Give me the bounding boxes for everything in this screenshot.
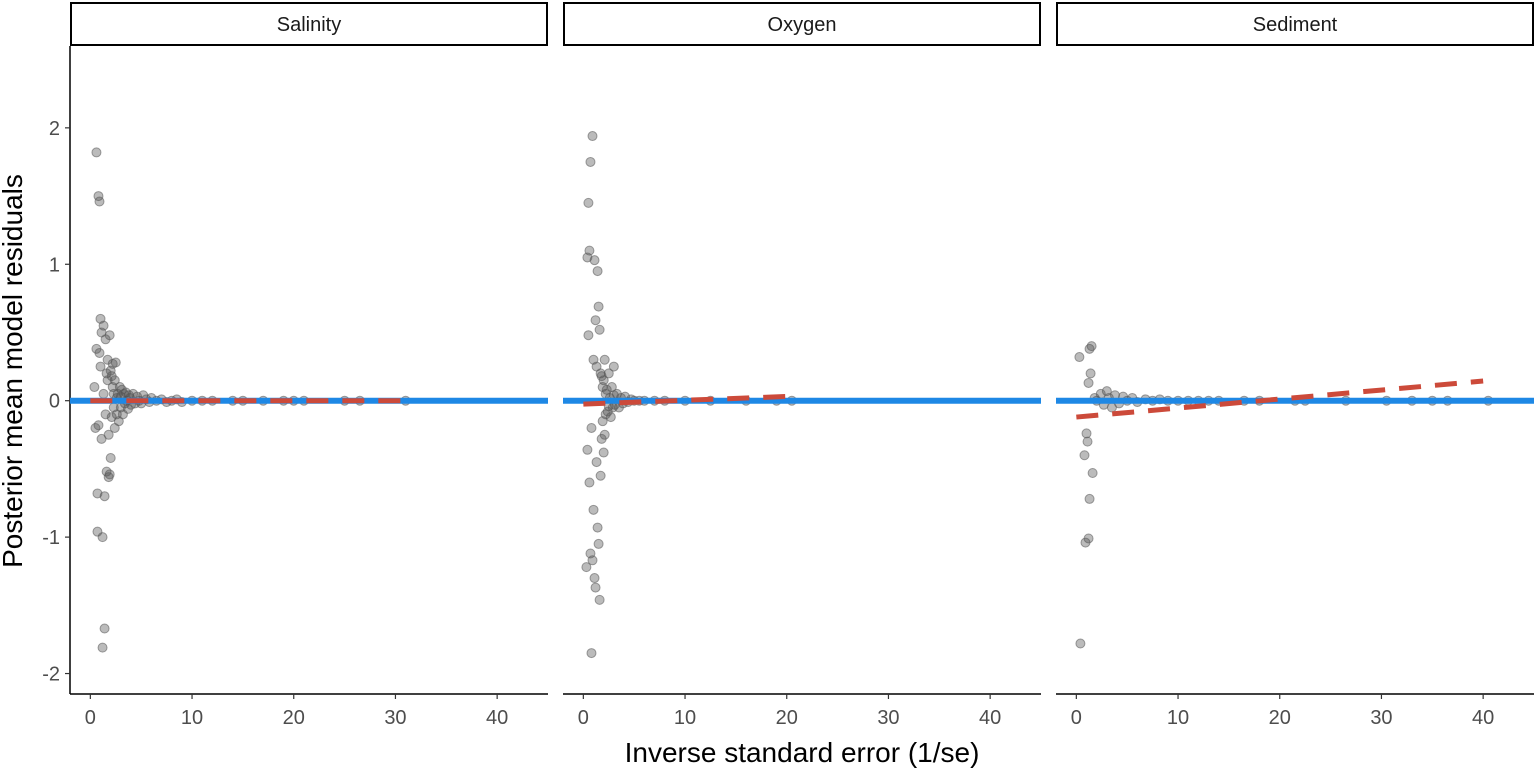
data-point: [603, 368, 614, 379]
y-tick-label: -2: [42, 664, 60, 686]
data-point: [1079, 450, 1090, 461]
data-point: [582, 444, 593, 455]
data-point: [594, 324, 605, 335]
data-point: [586, 648, 597, 659]
y-tick-label: 1: [49, 254, 60, 276]
data-point: [1083, 377, 1094, 388]
data-point: [98, 388, 109, 399]
facet-strip: [70, 2, 548, 46]
data-point: [598, 375, 609, 386]
data-point: [598, 447, 609, 458]
x-tick-label: 40: [979, 707, 1001, 729]
y-axis-label: Posterior mean model residuals: [0, 174, 28, 568]
x-tick-label: 10: [1167, 707, 1189, 729]
data-point: [594, 594, 605, 605]
data-point: [101, 466, 112, 477]
data-point: [589, 255, 600, 266]
data-point: [584, 245, 595, 256]
x-tick-label: 30: [877, 707, 899, 729]
data-point: [94, 196, 105, 207]
data-point: [1084, 493, 1095, 504]
x-tick-label: 20: [776, 707, 798, 729]
data-point: [105, 452, 116, 463]
data-point: [1082, 436, 1093, 447]
data-point: [590, 582, 601, 593]
x-tick-label: 0: [1071, 707, 1082, 729]
data-point: [590, 315, 601, 326]
facet-strip: [563, 2, 1041, 46]
data-point: [1087, 467, 1098, 478]
x-tick-label: 10: [674, 707, 696, 729]
data-point: [593, 538, 604, 549]
data-point: [99, 623, 110, 634]
x-tick-label: 0: [578, 707, 589, 729]
facet-strip-label: Salinity: [277, 14, 341, 36]
x-tick-label: 30: [1370, 707, 1392, 729]
data-point: [591, 457, 602, 468]
data-point: [581, 562, 592, 573]
data-point: [98, 320, 109, 331]
x-tick-label: 20: [1269, 707, 1291, 729]
y-tick-label: 0: [49, 391, 60, 413]
data-point: [104, 469, 115, 480]
x-tick-label: 20: [283, 707, 305, 729]
data-point: [1075, 638, 1086, 649]
data-point: [103, 429, 114, 440]
x-tick-label: 40: [486, 707, 508, 729]
data-point: [586, 422, 597, 433]
data-point: [592, 522, 603, 533]
data-point: [104, 330, 115, 341]
data-point: [599, 354, 610, 365]
x-tick-label: 10: [181, 707, 203, 729]
data-point: [589, 573, 600, 584]
data-point: [593, 301, 604, 312]
data-point: [605, 412, 616, 423]
data-point: [587, 131, 598, 142]
data-point: [599, 429, 610, 440]
data-point: [90, 422, 101, 433]
panel-salinity: Salinity 0 10 20 30 40: [70, 2, 548, 729]
data-point: [1074, 352, 1085, 363]
data-point: [110, 357, 121, 368]
data-point: [583, 330, 594, 341]
data-point: [99, 491, 110, 502]
data-point: [97, 642, 108, 653]
y-tick-label: 2: [49, 118, 60, 140]
data-point: [608, 361, 619, 372]
y-tick-label: -1: [42, 527, 60, 549]
data-point: [588, 504, 599, 515]
data-point: [584, 477, 595, 488]
data-point: [587, 555, 598, 566]
x-tick-label: 40: [1472, 707, 1494, 729]
x-tick-label: 30: [384, 707, 406, 729]
data-point: [100, 409, 111, 420]
data-point: [585, 156, 596, 167]
data-point: [1083, 533, 1094, 544]
data-point: [592, 266, 603, 277]
data-point: [109, 375, 120, 386]
data-point: [91, 147, 102, 158]
panel-oxygen: Oxygen 0 10 20 30 40: [563, 2, 1041, 729]
facet-strip: [1056, 2, 1534, 46]
data-point: [583, 197, 594, 208]
x-axis-label: Inverse standard error (1/se): [625, 737, 980, 768]
data-point: [93, 420, 104, 431]
data-point: [94, 347, 105, 358]
data-point: [1086, 341, 1097, 352]
data-point: [1085, 368, 1096, 379]
data-point: [89, 382, 100, 393]
data-point: [595, 470, 606, 481]
data-point: [1081, 428, 1092, 439]
data-point: [95, 361, 106, 372]
fitted-trend-line: [1076, 378, 1484, 420]
data-point: [97, 532, 108, 543]
facet-strip-label: Oxygen: [768, 14, 837, 36]
panel-sediment: Sediment 0 10 20 30 40: [1056, 2, 1534, 729]
x-tick-label: 0: [85, 707, 96, 729]
facet-strip-label: Sediment: [1253, 14, 1338, 36]
